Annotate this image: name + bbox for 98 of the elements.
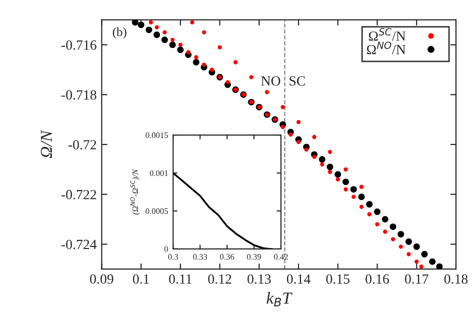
x-tick-label: 0.1 (132, 274, 149, 284)
y-tick-label: 0.0005 (146, 208, 168, 214)
point (414, 260, 419, 264)
point (161, 36, 168, 44)
point (390, 223, 396, 230)
y-axis-title: (Ω$^{NO}$-Ω$^{SC}$)/N (130, 168, 140, 215)
point (359, 204, 364, 209)
x-tick-label: 0.39 (247, 254, 261, 260)
x-tick-label: 0.15 (326, 274, 350, 284)
x-tick-label: 0.16 (366, 274, 389, 284)
x-axis-title: k$_{B}$T (266, 292, 292, 306)
point (320, 162, 324, 167)
point (249, 75, 254, 80)
point (359, 184, 364, 189)
point (202, 30, 206, 34)
y-axis-title: Ω/N (40, 130, 52, 158)
y-tick-label: -0.724 (61, 240, 97, 250)
point (318, 156, 326, 163)
point (328, 150, 332, 154)
point (296, 140, 301, 144)
x-tick-label: 0.09 (90, 274, 114, 284)
legend-label: Ω$^{SC}$/N (368, 28, 406, 41)
y-tick-label: -0.72 (68, 140, 96, 150)
point (178, 42, 183, 47)
point (202, 62, 206, 67)
point (421, 250, 428, 258)
point (366, 201, 373, 208)
point (383, 230, 388, 234)
x-tick-label: 0.36 (220, 254, 234, 260)
point (154, 25, 159, 30)
point (336, 177, 340, 182)
point (398, 244, 403, 249)
point (328, 170, 332, 174)
point (218, 45, 222, 50)
annotation: NO (261, 76, 280, 86)
x-tick-label: 0.33 (193, 254, 208, 260)
point (374, 208, 380, 216)
y-tick-label: 0.001 (150, 170, 168, 176)
y-tick-label: -0.722 (61, 190, 96, 200)
point (194, 55, 198, 60)
y-tick-label: -0.718 (61, 90, 96, 100)
point (375, 222, 380, 226)
x-tick-label: 0.14 (286, 274, 310, 284)
point (419, 264, 424, 269)
point (312, 154, 316, 160)
point (280, 124, 285, 130)
point (280, 105, 285, 110)
x-tick-label: 0.11 (169, 274, 192, 284)
point (405, 238, 412, 245)
x-tick-label: 0.13 (248, 274, 271, 284)
point (390, 237, 396, 242)
point (177, 46, 184, 54)
point (344, 187, 348, 192)
annotation: SC (290, 76, 305, 86)
point (296, 120, 301, 124)
point (169, 42, 176, 48)
point (358, 194, 365, 200)
point (170, 38, 175, 42)
point (148, 20, 153, 24)
legend-label: Ω$^{NO}$/N (366, 42, 406, 54)
point (190, 20, 194, 24)
annotation: (b) (112, 27, 126, 39)
x-tick-label: 0.18 (444, 274, 468, 284)
point (186, 50, 190, 54)
point (312, 134, 316, 140)
point (429, 258, 436, 265)
point (350, 186, 357, 193)
x-tick-label: 0.17 (404, 274, 428, 284)
point (288, 132, 293, 137)
point (233, 60, 238, 64)
point (138, 22, 144, 28)
point (352, 194, 356, 199)
point (304, 147, 308, 152)
point (344, 167, 348, 172)
x-tick-label: 0.42 (274, 254, 288, 260)
point (367, 212, 372, 216)
point (342, 178, 350, 186)
line-series (173, 172, 273, 249)
point (334, 171, 342, 178)
point (162, 30, 167, 34)
point (154, 32, 160, 38)
y-tick-label: 0.0015 (146, 132, 168, 138)
point (413, 243, 420, 250)
point (436, 263, 443, 270)
x-tick-label: 0.12 (208, 274, 232, 284)
point (382, 216, 388, 223)
point (406, 252, 411, 256)
point (398, 230, 404, 238)
point (226, 80, 230, 84)
point (264, 90, 270, 94)
point (192, 58, 200, 66)
y-tick-label: -0.716 (61, 40, 96, 50)
y-tick-label: 0 (164, 246, 168, 252)
point (210, 68, 214, 72)
point (132, 20, 138, 26)
point (326, 164, 334, 170)
point (146, 26, 152, 34)
x-tick-label: 0.3 (168, 254, 178, 260)
